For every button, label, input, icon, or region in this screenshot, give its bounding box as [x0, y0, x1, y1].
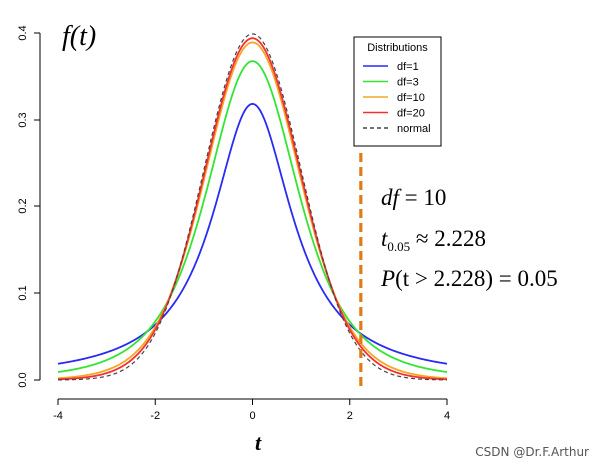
y-tick-label: 0.4 — [17, 25, 29, 40]
legend-label: df=3 — [397, 77, 419, 89]
legend-label: df=1 — [397, 61, 419, 73]
series-df10-line — [57, 41, 448, 380]
x-axis-title: t — [255, 430, 262, 455]
y-ticks: 0.0 0.1 0.2 0.3 0.4 — [17, 25, 40, 388]
x-tick-label: -4 — [53, 410, 63, 422]
x-tick-label: 2 — [347, 410, 353, 422]
annotation-critical-value: t0.05 ≈ 2.228 — [381, 226, 486, 254]
annotations: df = 10 t0.05 ≈ 2.228 P(t > 2.228) = 0.0… — [380, 185, 558, 291]
legend-label: df=20 — [397, 108, 425, 120]
annotation-probability: P(t > 2.228) = 0.05 — [380, 266, 558, 291]
legend-box — [353, 36, 442, 147]
legend-title: Distributions — [367, 42, 428, 54]
legend-label: normal — [397, 123, 431, 135]
chart-title: f(t) — [62, 21, 96, 52]
y-tick-label: 0.3 — [17, 112, 29, 127]
x-tick-label: 4 — [444, 410, 450, 422]
series-normal-line — [57, 33, 448, 381]
x-tick-label: 0 — [249, 410, 255, 422]
annotation-df: df = 10 — [381, 185, 446, 210]
x-ticks: -4 -2 0 2 4 — [53, 399, 450, 422]
y-tick-label: 0.0 — [17, 372, 29, 387]
y-tick-label: 0.1 — [17, 285, 29, 300]
watermark: CSDN @Dr.F.Arthur — [475, 445, 589, 459]
y-tick-label: 0.2 — [17, 198, 29, 213]
legend: Distributions df=1 df=3 df=10 df=20 normal — [353, 36, 442, 147]
series-df3-line — [57, 60, 448, 373]
series-curves — [57, 33, 448, 381]
series-df1-line — [57, 102, 448, 365]
x-tick-label: -2 — [150, 410, 160, 422]
series-df20-line — [57, 37, 448, 381]
legend-label: df=10 — [397, 92, 425, 104]
